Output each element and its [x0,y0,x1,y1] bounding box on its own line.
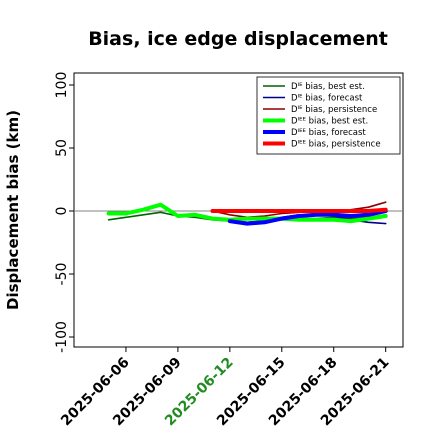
y-tick-label: -100 [54,321,70,353]
series-line-6 [210,207,388,213]
y-axis: -100 -50 0 50 100 [54,72,74,353]
legend-label: Dᴵᴱᴱ bias, best est. [291,117,368,127]
legend-label: Dᴵᴱ bias, forecast [291,94,363,104]
y-axis-label: Displacement bias (km) [4,110,22,310]
y-tick-label: -50 [54,263,70,286]
legend: Dᴵᴱ bias, best est.Dᴵᴱ bias, forecastDᴵᴱ… [256,76,401,155]
y-tick-label: 50 [54,139,70,157]
legend-label: Dᴵᴱᴱ bias, forecast [291,128,366,138]
legend-label: Dᴵᴱᴱ bias, persistence [291,140,381,150]
y-tick-label: 100 [54,72,70,99]
y-tick-label: 0 [54,207,70,216]
series-line-4 [106,202,388,224]
legend-label: Dᴵᴱ bias, best est. [291,82,365,92]
series-layer [106,201,388,226]
legend-box [256,76,401,155]
x-axis: 2025-06-062025-06-092025-06-122025-06-15… [58,347,393,429]
series-line-5 [227,209,388,226]
legend-label: Dᴵᴱ bias, persistence [291,105,377,115]
chart-title: Bias, ice edge displacement [88,28,388,50]
